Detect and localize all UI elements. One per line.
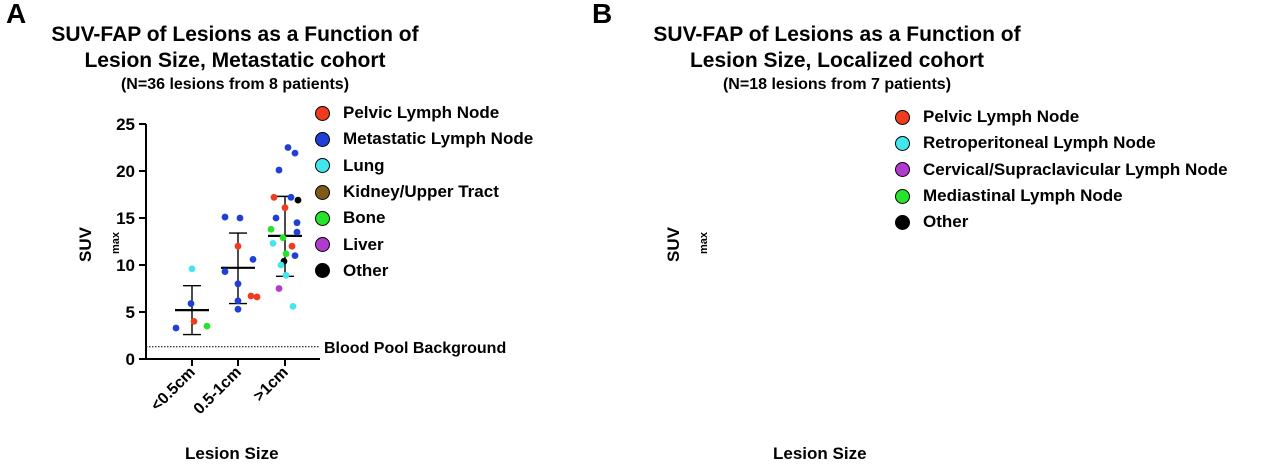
legend-label: Other [923, 212, 969, 232]
x-axis-label: Lesion Size [185, 444, 279, 463]
y-tick-label: 10 [116, 256, 135, 275]
data-point [221, 213, 229, 221]
y-tick-label: 25 [116, 115, 135, 134]
legend-swatch [895, 109, 910, 125]
legend-label: Cervical/Supraclavicular Lymph Node [923, 159, 1228, 179]
data-point [275, 285, 283, 292]
legend-swatch [315, 105, 330, 121]
legend-label: Kidney/Upper Tract [343, 182, 499, 202]
data-point [236, 214, 244, 222]
chart-title-line-1: SUV-FAP of Lesions as a Function of [51, 23, 419, 46]
data-point [281, 204, 289, 212]
data-point [270, 193, 278, 201]
legend-swatch [315, 237, 330, 253]
panel-b: B SUV-FAP of Lesions as a Function of Le… [592, 0, 1280, 464]
legend-swatch [895, 135, 910, 151]
legend-label: Liver [343, 234, 384, 254]
data-point [291, 149, 299, 157]
legend: Pelvic Lymph Node Retroperitoneal Lymph N… [895, 104, 1228, 235]
legend-swatch [315, 263, 330, 279]
legend-item: Pelvic Lymph Node [315, 100, 533, 126]
legend-label: Pelvic Lymph Node [343, 103, 500, 123]
data-point [287, 193, 295, 201]
data-point [249, 255, 257, 263]
data-point [253, 293, 261, 301]
legend-label: Lung [343, 155, 385, 175]
chart-title-line-2: Lesion Size, Localized cohort [689, 49, 985, 72]
data-point [221, 268, 229, 275]
legend-swatch [895, 214, 910, 230]
reference-line-label: Blood Pool Background [324, 340, 506, 357]
legend-item: Retroperitoneal Lymph Node [895, 130, 1228, 156]
legend-item: Metastatic Lymph Node [315, 126, 533, 152]
panel-a: A SUV-FAP of Lesions as a Function of Le… [6, 0, 533, 463]
data-point [282, 271, 290, 279]
data-point [234, 297, 242, 305]
legend-swatch [315, 184, 330, 200]
legend-label: Pelvic Lymph Node [923, 107, 1080, 127]
data-point [293, 219, 301, 227]
data-point [293, 228, 301, 236]
data-point [294, 196, 302, 204]
chart-title-line-2: Lesion Size, Metastatic cohort [84, 49, 386, 72]
data-point [267, 225, 275, 233]
chart-title: SUV-FAP of Lesions as a Function of Lesi… [20, 22, 450, 74]
data-point [172, 324, 180, 332]
chart-plot-area: Blood Pool Background0510152025<0.5cm0.5… [116, 115, 506, 418]
y-tick-label: 20 [116, 162, 135, 181]
x-tick-label: >1cm [251, 364, 292, 405]
legend-item: Lung [315, 153, 533, 179]
legend-swatch [895, 162, 910, 178]
y-tick-label: 15 [116, 209, 135, 228]
data-point [282, 250, 290, 258]
legend-item: Cervical/Supraclavicular Lymph Node [895, 157, 1228, 183]
data-point [288, 242, 296, 250]
legend-item: Kidney/Upper Tract [315, 179, 533, 205]
data-point [190, 318, 198, 325]
data-point [284, 144, 292, 151]
legend-label: Mediastinal Lymph Node [923, 186, 1123, 206]
legend-label: Retroperitoneal Lymph Node [923, 133, 1156, 153]
data-point [234, 242, 242, 250]
data-point [234, 280, 242, 288]
legend-label: Other [343, 260, 389, 280]
panel-label: A [6, 0, 27, 29]
x-axis-label: Lesion Size [773, 444, 867, 463]
legend-item: Other [895, 209, 1228, 235]
legend-label: Metastatic Lymph Node [343, 129, 534, 149]
data-point [279, 234, 287, 242]
data-point [291, 252, 299, 259]
legend-swatch [315, 210, 330, 226]
y-tick-label: 5 [126, 303, 135, 322]
chart-subtitle: (N=18 lesions from 7 patients) [722, 76, 952, 93]
legend-swatch [895, 188, 910, 204]
legend-item: Liver [315, 231, 533, 257]
data-point [234, 305, 242, 313]
x-tick-label: 0.5-1cm [191, 364, 245, 418]
y-tick-label: 0 [126, 350, 135, 369]
data-point [275, 166, 283, 174]
data-point [187, 300, 195, 307]
legend-item: Bone [315, 205, 533, 231]
chart-title-line-1: SUV-FAP of Lesions as a Function of [653, 23, 1021, 46]
legend-item: Mediastinal Lymph Node [895, 183, 1228, 209]
chart-subtitle: (N=36 lesions from 8 patients) [120, 76, 350, 93]
chart-title: SUV-FAP of Lesions as a Function of Lesi… [622, 22, 1052, 74]
data-point [272, 214, 280, 222]
data-point [269, 239, 277, 247]
legend-item: Other [315, 258, 533, 284]
legend-label: Bone [343, 208, 386, 228]
legend: Pelvic Lymph Node Metastatic Lymph Node Lu… [315, 100, 533, 284]
data-point [277, 261, 285, 269]
data-point [247, 292, 255, 300]
data-point [289, 302, 297, 310]
legend-swatch [315, 131, 330, 147]
panel-label: B [592, 0, 613, 29]
chart-plot-area: Blood Pool Background0510152025<0.5cm0.5… [640, 0, 1280, 464]
legend-item: Pelvic Lymph Node [895, 104, 1228, 130]
legend-swatch [315, 158, 330, 174]
data-point [188, 265, 196, 273]
data-point [203, 322, 211, 330]
